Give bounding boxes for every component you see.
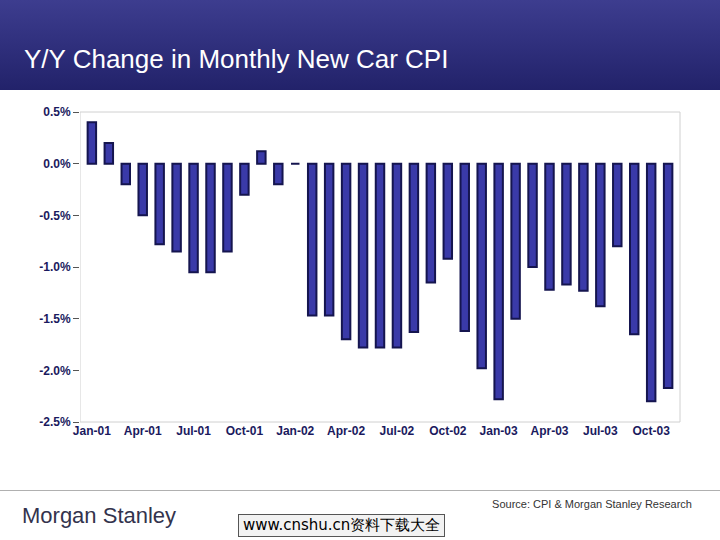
- svg-text:0.0%: 0.0%: [43, 157, 71, 171]
- svg-text:-2.5%: -2.5%: [39, 415, 71, 429]
- svg-text:Apr-02: Apr-02: [327, 424, 365, 438]
- svg-text:Jul-01: Jul-01: [176, 424, 211, 438]
- svg-text:Jul-03: Jul-03: [583, 424, 618, 438]
- svg-text:-0.5%: -0.5%: [39, 209, 71, 223]
- svg-text:Oct-01: Oct-01: [226, 424, 264, 438]
- svg-text:-2.0%: -2.0%: [39, 364, 71, 378]
- svg-text:Jan-01: Jan-01: [73, 424, 111, 438]
- svg-text:Apr-03: Apr-03: [530, 424, 568, 438]
- html-text:Y/Y Change in Monthly New Car: Y/Y Change in Monthly New Car CPI: [24, 44, 449, 74]
- svg-text:Jan-03: Jan-03: [480, 424, 518, 438]
- html-text:www.cnshu.cn资料下载大全: www.cnshu.cn资料下载大全: [243, 516, 441, 534]
- svg-text:-1.0%: -1.0%: [39, 260, 71, 274]
- svg-text:Oct-03: Oct-03: [633, 424, 671, 438]
- svg-text:Oct-02: Oct-02: [429, 424, 467, 438]
- html-text:Morgan Stanley: Morgan Stanley: [22, 503, 177, 528]
- svg-text:Apr-01: Apr-01: [124, 424, 162, 438]
- svg-text:Jan-02: Jan-02: [276, 424, 314, 438]
- html-text:Source: CPI & Morgan Stanley R: Source: CPI & Morgan Stanley Research: [492, 498, 692, 510]
- svg-text:0.5%: 0.5%: [43, 105, 71, 119]
- svg-text:Jul-02: Jul-02: [380, 424, 415, 438]
- svg-text:-1.5%: -1.5%: [39, 312, 71, 326]
